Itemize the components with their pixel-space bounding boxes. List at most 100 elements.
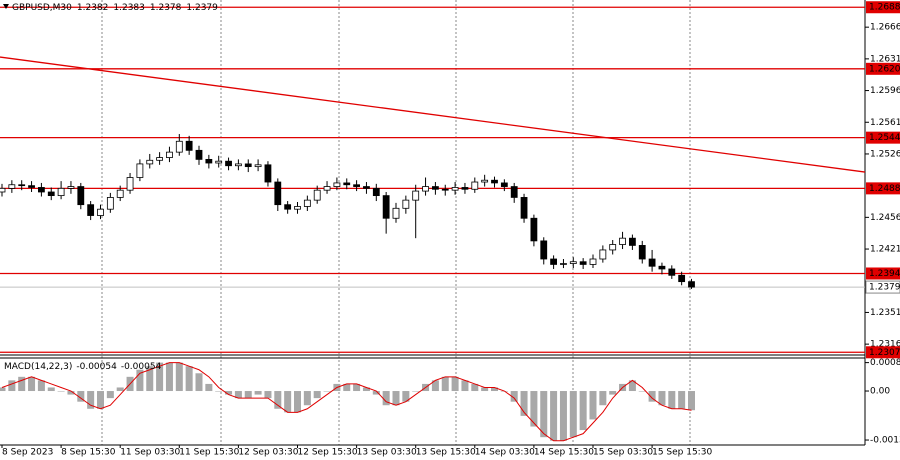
candle-body <box>333 182 341 187</box>
x-tick-label: 13 Sep 15:30 <box>416 448 476 458</box>
y-tick-label: 1.2631 <box>870 54 900 64</box>
macd-bar <box>215 391 223 392</box>
x-tick-label: 14 Sep 15:30 <box>534 448 594 458</box>
macd-bar <box>18 376 26 392</box>
macd-bar <box>658 391 666 406</box>
macd-bar <box>165 362 173 392</box>
macd-bar <box>136 369 144 392</box>
macd-bar <box>313 391 321 399</box>
y-tick-label: 1.2561 <box>870 118 900 128</box>
candle-body <box>116 189 124 198</box>
y-tick-label: 1.2421 <box>870 245 900 255</box>
candle-body <box>313 189 321 201</box>
candle-body <box>402 199 410 209</box>
macd-bar <box>97 391 104 409</box>
candle-body <box>668 268 676 276</box>
macd-bar <box>353 383 361 392</box>
macd-bar <box>609 391 617 395</box>
level-box <box>866 62 900 75</box>
indicator-title: MACD(14,22,3) -0.00054 -0.00054 <box>4 362 162 372</box>
macd-bar <box>550 391 558 441</box>
y-tick-label: -0.00138 <box>870 436 900 446</box>
candle-body <box>146 159 154 165</box>
macd-bar <box>303 391 311 406</box>
candle-body <box>205 158 213 164</box>
candle-body <box>500 182 508 187</box>
x-tick-label: 15 Sep 15:30 <box>652 448 712 458</box>
candle-body <box>166 151 173 158</box>
candle-body <box>569 261 577 264</box>
level-box <box>866 182 900 195</box>
macd-bar <box>628 380 636 392</box>
candle-body <box>451 187 459 191</box>
candle-body <box>323 186 331 191</box>
candle-body <box>353 184 361 187</box>
macd-bar <box>116 387 124 392</box>
x-tick-label: 11 Sep 03:30 <box>120 448 180 458</box>
level-label: 1.2394 <box>869 269 900 279</box>
x-tick-label: 12 Sep 03:30 <box>238 448 298 458</box>
candle-body <box>185 140 193 151</box>
macd-bar <box>688 391 695 411</box>
macd-bar <box>264 391 272 399</box>
macd-bar <box>28 376 36 392</box>
level-label: 1.2307 <box>869 348 900 358</box>
last-bar-value: 1.2382 <box>77 3 109 13</box>
last-bar-value: 1.2379 <box>186 3 218 13</box>
macd-bar <box>77 391 85 402</box>
candle-body <box>491 179 498 184</box>
candle-body <box>254 164 262 168</box>
candle-body <box>136 163 144 178</box>
macd-bar <box>0 387 6 392</box>
macd-bar <box>441 376 449 392</box>
candle-body <box>87 204 95 216</box>
x-tick-label: 15 Sep 03:30 <box>593 448 653 458</box>
macd-bar <box>57 391 65 392</box>
x-tick-label: 12 Sep 15:30 <box>298 448 358 458</box>
macd-bar <box>106 391 114 399</box>
macd-bar <box>481 387 489 392</box>
candle-body <box>540 240 548 260</box>
candle-body <box>363 186 370 189</box>
candle-body <box>274 181 282 206</box>
macd-bar <box>540 391 548 438</box>
candle-body <box>126 177 134 191</box>
macd-bar <box>412 391 420 392</box>
candle-body <box>343 182 351 186</box>
candle-body <box>629 237 636 246</box>
candle-body <box>215 160 223 164</box>
macd-bar <box>175 362 183 392</box>
macd-bar <box>569 391 577 438</box>
macd-bar <box>668 391 676 409</box>
candle-body <box>431 186 439 190</box>
macd-bar <box>47 387 55 392</box>
candle-body <box>609 244 617 251</box>
macd-bar <box>87 391 95 409</box>
candle-body <box>175 140 183 153</box>
y-tick-label: 1.2351 <box>870 308 900 318</box>
candle-body <box>303 199 311 207</box>
candle-body <box>599 249 607 260</box>
macd-bar <box>195 373 203 392</box>
level-label: 1.2688 <box>869 3 900 13</box>
candle-body <box>244 163 252 168</box>
macd-bar <box>402 391 410 402</box>
y-tick-label: 1.2596 <box>870 86 900 96</box>
macd-bar <box>205 383 213 392</box>
candle-body <box>471 181 479 190</box>
candle-body <box>77 186 85 206</box>
macd-bar <box>579 391 587 431</box>
y-tick-label: 0.0008 <box>870 358 900 368</box>
candle-body <box>284 204 292 210</box>
macd-bar <box>244 391 252 399</box>
indicator-name: MACD(14,22,3) <box>4 362 72 372</box>
candle-body <box>47 191 55 197</box>
macd-bar <box>530 391 538 427</box>
indicator-value: -0.00054 <box>76 362 117 372</box>
macd-bar <box>362 387 370 392</box>
macd-bar <box>392 391 400 406</box>
macd-bar <box>382 391 390 406</box>
candle-body <box>520 197 528 219</box>
candle-body <box>28 185 35 188</box>
candle-body <box>579 261 587 265</box>
